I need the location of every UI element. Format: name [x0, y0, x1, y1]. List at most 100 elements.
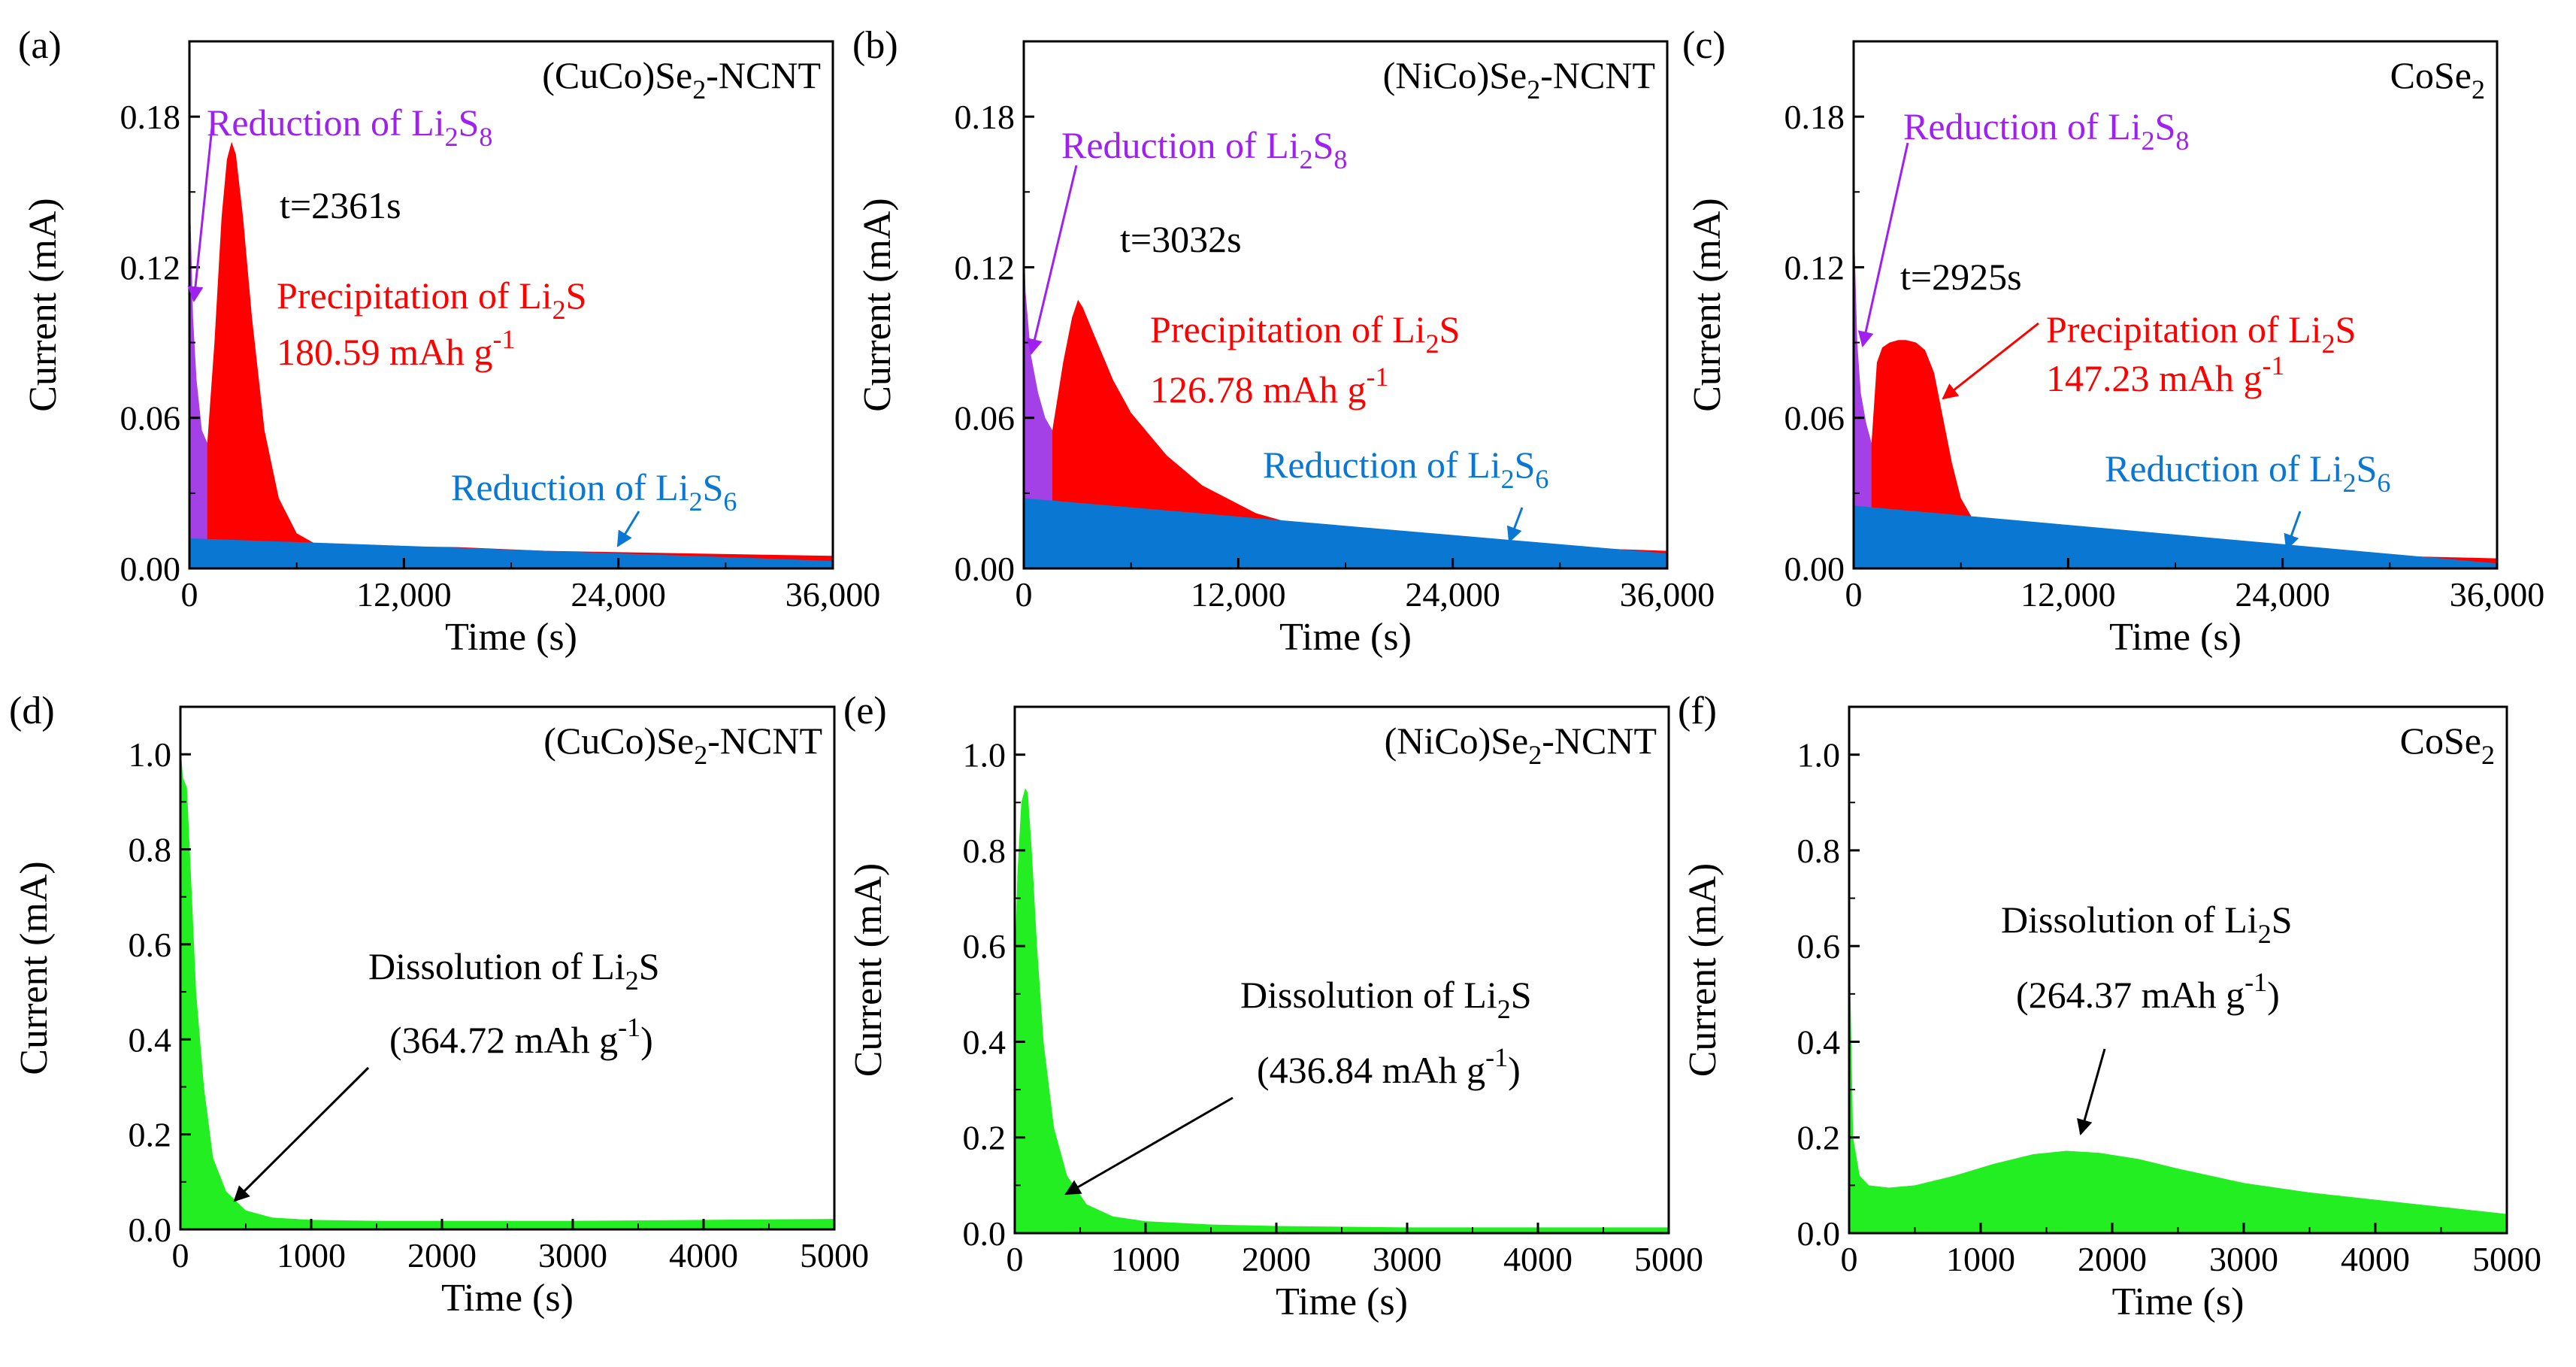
y-tick-label: 0.18 [955, 98, 1016, 136]
x-tick-label: 12,000 [356, 575, 452, 614]
plot-frame [1848, 705, 2508, 1235]
annotation-li2s6-part: 6 [1535, 464, 1548, 494]
annotation-li2s-part: Precipitation of Li [2046, 308, 2322, 350]
annotation-li2s6-part: S [1515, 444, 1536, 486]
x-tick-label: 0 [1841, 1240, 1858, 1278]
annotation-li2s6-part: 2 [689, 486, 703, 517]
annotation-li2s8-part: 8 [1333, 144, 1347, 174]
y-axis-title: Current (mA) [13, 861, 56, 1075]
annotation-li2s6-part: S [2357, 447, 2378, 490]
annotation-capacity: 180.59 mAh g-1 [277, 324, 516, 373]
x-tick-label: 1000 [1111, 1240, 1180, 1278]
annotation-li2s8-part: S [2155, 105, 2176, 147]
sample-legend-tail: -NCNT [1542, 720, 1657, 762]
annotation-dissolution-part: S [1511, 974, 1532, 1016]
sample-legend-sub: 2 [694, 740, 707, 770]
x-tick-label: 4000 [669, 1236, 738, 1275]
x-tick-label: 5000 [1634, 1240, 1703, 1278]
x-tick-label: 24,000 [2235, 575, 2330, 614]
annotation-time-part: t=3032s [1120, 218, 1242, 260]
x-tick-label: 3000 [538, 1236, 607, 1275]
sample-legend-sub: 2 [692, 74, 706, 105]
annotation-li2s6: Reduction of Li2S6 [1263, 444, 1548, 494]
panel-label: (b) [852, 24, 898, 67]
annotation-li2s8-part: S [1313, 124, 1334, 166]
annotation-li2s8-part: 8 [479, 122, 492, 152]
annotation-li2s8: Reduction of Li2S8 [1903, 105, 2189, 156]
x-tick-label: 36,000 [1620, 575, 1715, 614]
annotation-li2s8-part: 8 [2175, 126, 2189, 156]
y-tick-label: 0.0 [129, 1211, 172, 1249]
annotation-li2s-part: Precipitation of Li [277, 274, 552, 317]
y-tick-label: 0.00 [120, 550, 181, 588]
series-area-li2s6 [189, 538, 833, 568]
x-tick-label: 5000 [2472, 1240, 2541, 1278]
y-tick-label: 0.2 [963, 1119, 1006, 1157]
annotation-arrow [233, 1066, 370, 1202]
annotation-li2s8: Reduction of Li2S8 [1061, 124, 1347, 174]
x-tick-label: 24,000 [1405, 575, 1500, 614]
annotation-li2s-part: S [1439, 308, 1461, 350]
y-tick-label: 0.4 [129, 1020, 172, 1059]
x-tick-label: 36,000 [786, 575, 881, 614]
sample-legend-tail: -NCNT [707, 720, 822, 762]
annotation-dissolution-part: Dissolution of Li [1240, 974, 1497, 1016]
annotation-capacity-part: (364.72 mAh g [389, 1019, 618, 1061]
y-tick-label: 0.18 [120, 98, 181, 136]
sample-legend: (CuCo)Se2-NCNT [543, 720, 822, 770]
annotation-arrow [1506, 507, 1524, 543]
panel-e: 0 1000 2000 3000 4000 5000 0.0 0.2 0.4 0.6 0.8 1.0 T… [843, 690, 1703, 1323]
panel-label: (a) [18, 24, 62, 67]
y-tick-label: 0.12 [120, 248, 181, 286]
series-area-li2s [207, 141, 833, 568]
annotation-dissolution-part: 2 [1497, 994, 1511, 1024]
x-tick-label: 1000 [277, 1236, 346, 1275]
annotation-dissolution: Dissolution of Li2S [368, 945, 660, 996]
annotation-li2s6: Reduction of Li2S6 [2105, 447, 2390, 498]
y-axis-title: Current (mA) [1686, 198, 1729, 411]
annotation-li2s8: Reduction of Li2S8 [207, 102, 492, 152]
annotation-li2s8-part: 2 [1300, 144, 1313, 174]
annotation-time-part: t=2361s [280, 184, 401, 226]
annotation-capacity-part: 147.23 mAh g [2046, 357, 2263, 399]
annotation-dissolution-part: S [2272, 899, 2293, 941]
panel-f: 0 1000 2000 3000 4000 5000 0.0 0.2 0.4 0.6 0.8 1.0 T… [1678, 690, 2541, 1323]
y-tick-label: 0.6 [129, 926, 172, 964]
annotation-li2s6: Reduction of Li2S6 [451, 466, 737, 517]
y-axis-title: Current (mA) [856, 198, 899, 411]
annotation-arrow [1027, 165, 1078, 356]
sample-legend-sub: 2 [1528, 740, 1542, 770]
annotation-arrow [1857, 142, 1909, 348]
annotation-capacity-part: ) [640, 1019, 653, 1061]
annotation-capacity-part: -1 [2245, 967, 2267, 997]
y-axis-title: Current (mA) [22, 198, 65, 411]
sample-legend-main: (CuCo)Se [543, 720, 694, 762]
annotation-capacity-part: (264.37 mAh g [2016, 974, 2245, 1016]
annotation-capacity: 126.78 mAh g-1 [1150, 362, 1389, 411]
annotation-li2s8-part: 2 [445, 122, 459, 152]
x-axis-title: Time (s) [2112, 1281, 2245, 1323]
x-tick-label: 36,000 [2450, 575, 2545, 614]
x-axis-title: Time (s) [445, 616, 577, 659]
annotation-dissolution-part: Dissolution of Li [2001, 899, 2258, 941]
x-tick-label: 3000 [2209, 1240, 2278, 1278]
x-axis-title: Time (s) [1279, 616, 1412, 659]
y-axis-title: Current (mA) [1682, 863, 1724, 1077]
annotation-capacity-part: -1 [1485, 1042, 1508, 1072]
series-area-li2s [1052, 299, 1667, 568]
x-tick-label: 12,000 [1191, 575, 1286, 614]
series-area-dissolution [1849, 707, 2507, 1233]
annotation-dissolution: Dissolution of Li2S [1240, 974, 1532, 1024]
annotation-capacity-part: -1 [1367, 362, 1389, 392]
annotation-capacity: (364.72 mAh g-1) [389, 1012, 653, 1061]
y-axis-title: Current (mA) [847, 863, 890, 1077]
y-tick-label: 0.6 [1797, 927, 1841, 965]
annotation-li2s8-part: Reduction of Li [1061, 124, 1300, 166]
x-tick-label: 24,000 [571, 575, 666, 614]
sample-legend-main: (CuCo)Se [542, 54, 692, 96]
annotation-arrow [1942, 322, 2039, 400]
annotation-li2s8-part: 2 [2142, 126, 2155, 156]
annotation-capacity: 147.23 mAh g-1 [2046, 350, 2285, 399]
annotation-capacity: (436.84 mAh g-1) [1257, 1042, 1521, 1091]
annotation-time: t=2361s [280, 184, 401, 226]
